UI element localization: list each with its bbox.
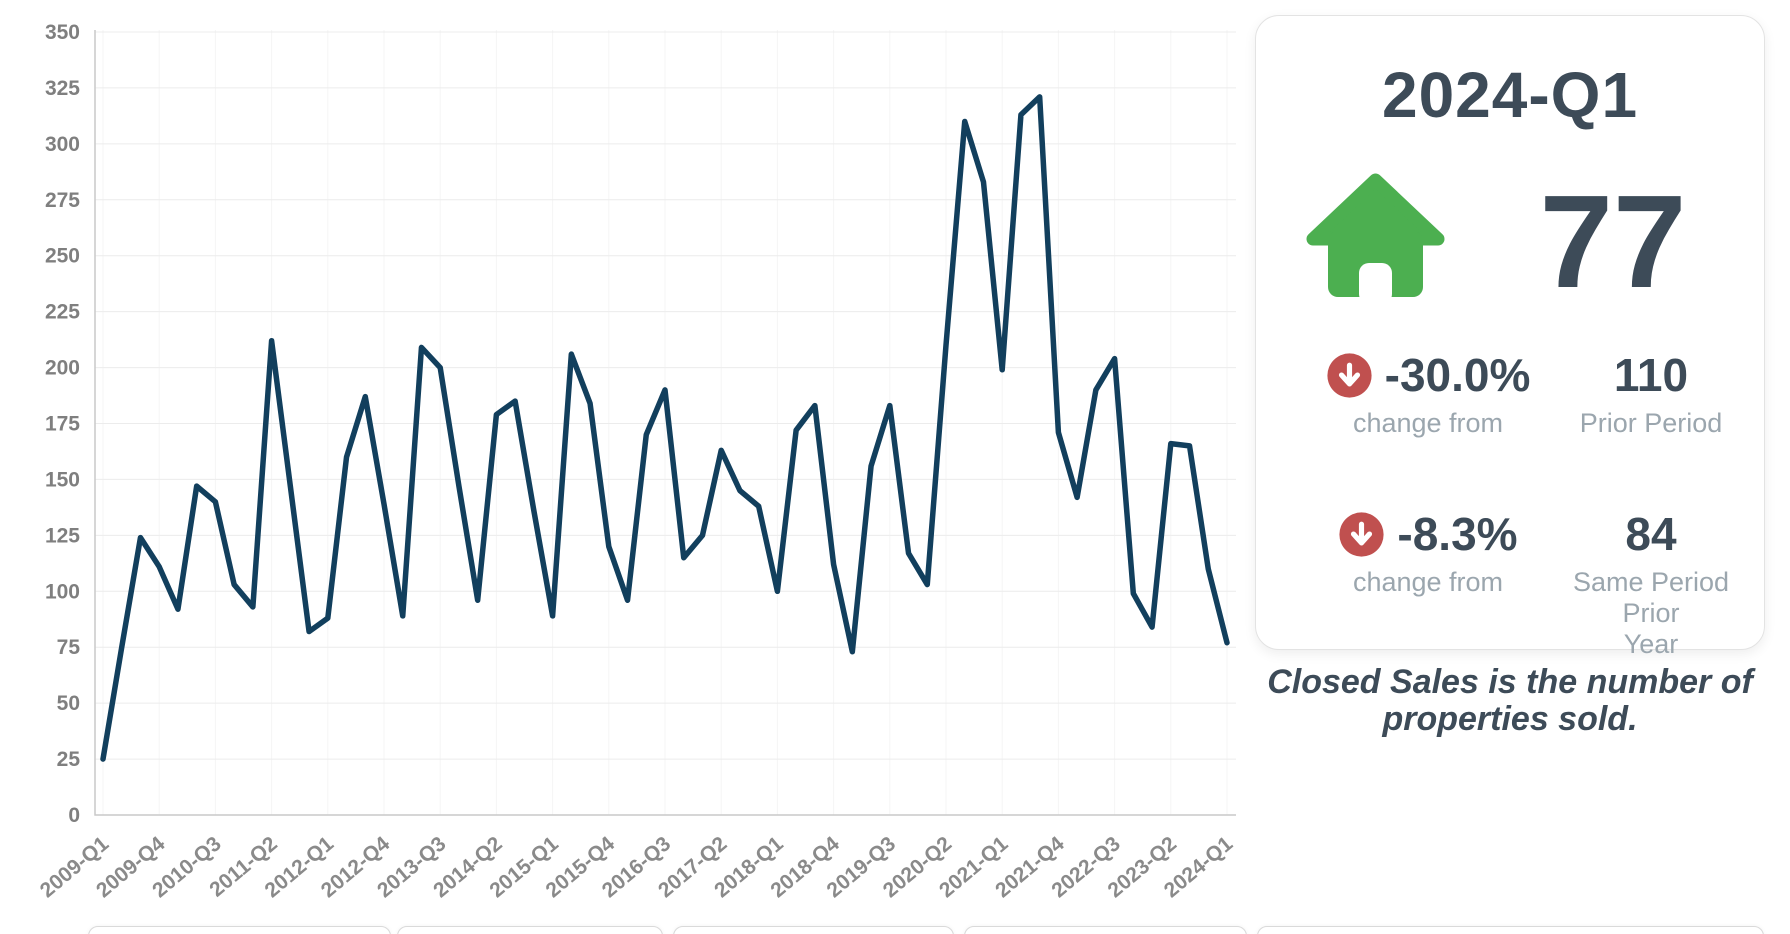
svg-text:350: 350 <box>45 21 80 44</box>
bottom-card-sliver <box>673 926 954 934</box>
summary-period-title: 2024-Q1 <box>1381 59 1639 131</box>
svg-text:75: 75 <box>57 636 81 659</box>
bottom-card-sliver <box>1257 926 1764 934</box>
prior-year-label: Same Period Prior Year <box>1572 567 1730 659</box>
svg-text:50: 50 <box>57 692 80 715</box>
prior-year-pct-change: -8.3% <box>1397 508 1518 560</box>
svg-text:225: 225 <box>45 301 80 324</box>
svg-text:325: 325 <box>45 77 80 100</box>
svg-text:175: 175 <box>45 413 80 436</box>
prior-year-row: -8.3% change from 84 Same Period Prior Y… <box>1256 505 1764 659</box>
down-arrow-icon <box>1326 352 1373 399</box>
metric-definition-note: Closed Sales is the number of properties… <box>1255 664 1765 738</box>
bottom-card-sliver <box>964 926 1247 934</box>
svg-text:125: 125 <box>45 524 80 547</box>
bottom-card-sliver <box>397 926 663 934</box>
change-from-caption: change from <box>1352 567 1504 597</box>
svg-text:0: 0 <box>68 804 80 827</box>
svg-text:250: 250 <box>45 245 80 268</box>
prior-period-row: -30.0% change from 110 Prior Period <box>1256 346 1764 466</box>
svg-text:25: 25 <box>57 748 81 771</box>
svg-text:200: 200 <box>45 357 80 380</box>
metric-value: 77 <box>1539 168 1687 315</box>
svg-text:150: 150 <box>45 468 80 491</box>
house-icon <box>1304 173 1447 304</box>
svg-text:275: 275 <box>45 189 80 212</box>
svg-text:100: 100 <box>45 580 80 603</box>
svg-text:300: 300 <box>45 133 80 156</box>
prior-period-value: 110 <box>1613 349 1689 401</box>
prior-period-label: Prior Period <box>1579 408 1723 438</box>
bottom-card-sliver <box>88 926 391 934</box>
note-line-2: properties sold. <box>1382 700 1638 738</box>
closed-sales-chart: 0 25 50 75 100 125 150 175 200 225 250 275 300 325 350… <box>36 21 1238 902</box>
prior-year-value: 84 <box>1625 508 1677 560</box>
change-from-caption: change from <box>1352 408 1504 438</box>
down-arrow-icon <box>1338 511 1385 558</box>
closed-sales-line-plot: 0 25 50 75 100 125 150 175 200 225 250 275 300 325 350… <box>36 21 1238 902</box>
summary-card: 2024-Q1 77 -30.0% <box>1255 15 1765 659</box>
prior-period-pct-change: -30.0% <box>1384 349 1531 401</box>
note-line-1: Closed Sales is the number of <box>1267 663 1753 701</box>
